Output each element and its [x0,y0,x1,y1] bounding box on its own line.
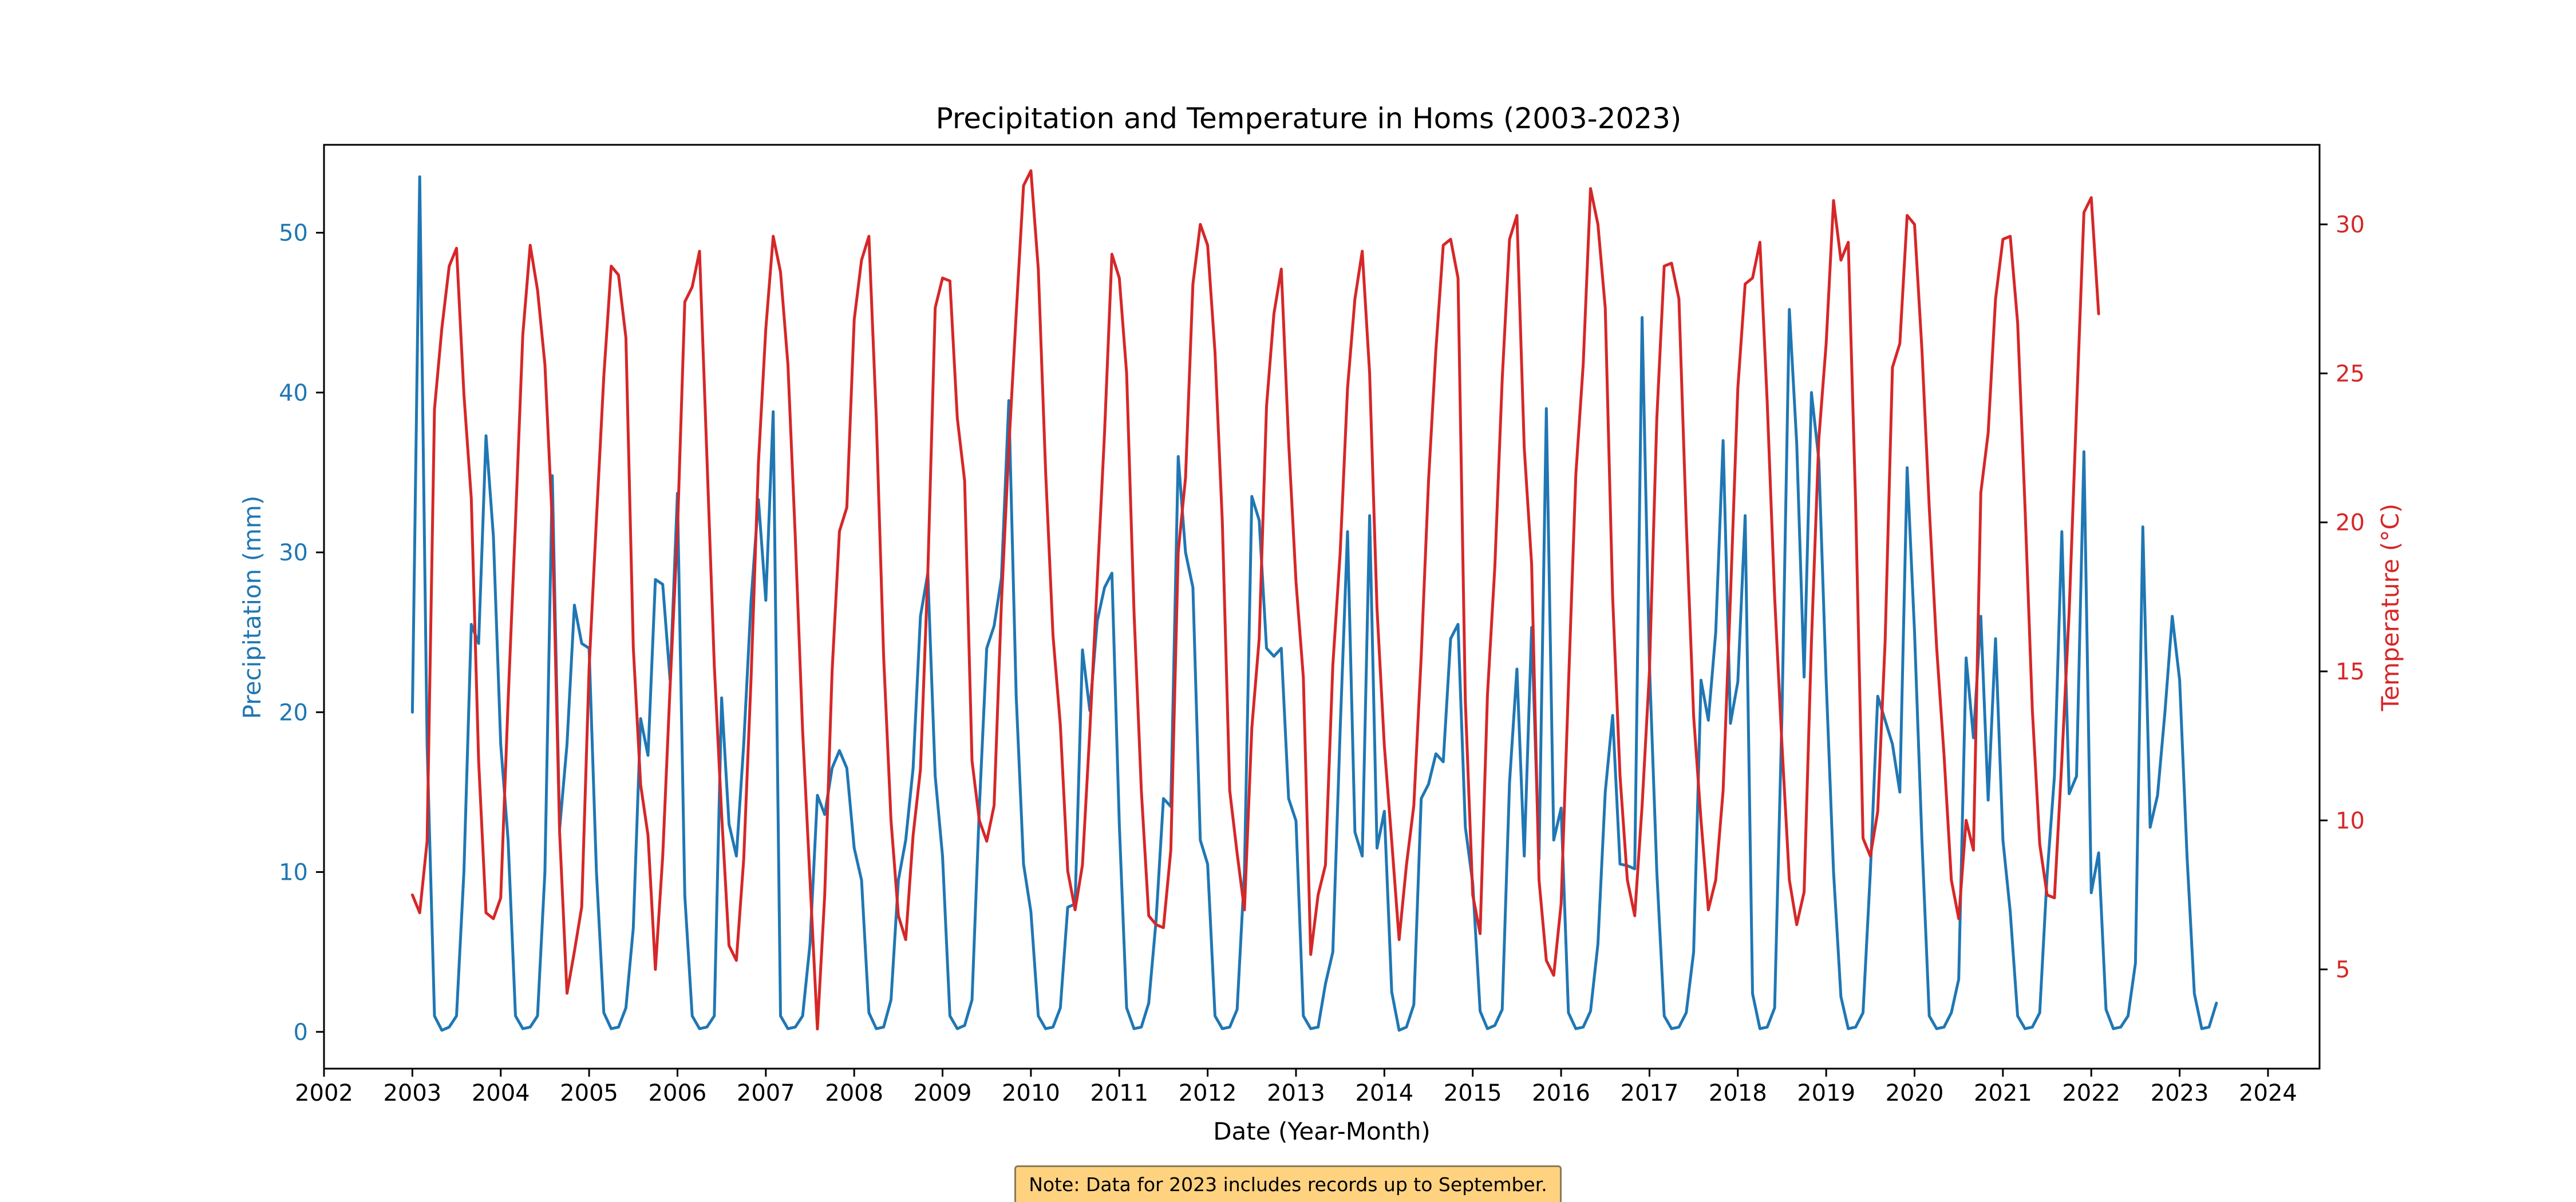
y-left-tick-label: 50 [279,220,308,247]
x-tick-label: 2017 [1621,1080,1679,1106]
x-tick-label: 2016 [1532,1080,1590,1106]
x-tick-label: 2012 [1179,1080,1237,1106]
x-tick-label: 2007 [737,1080,795,1106]
x-tick-label: 2004 [472,1080,530,1106]
x-tick-label: 2005 [560,1080,618,1106]
x-tick-label: 2002 [295,1080,353,1106]
y-left-tick-label: 0 [294,1019,308,1046]
x-tick-label: 2009 [914,1080,972,1106]
y-axis-right: 5 10 15 20 25 30 [2320,212,2365,983]
y-right-tick-label: 30 [2336,212,2365,238]
x-tick-label: 2006 [649,1080,707,1106]
x-axis: 2002 2003 2004 2005 2006 2007 2008 2009 2010 2011… [295,1069,2297,1106]
y-left-tick-label: 30 [279,540,308,566]
x-tick-label: 2018 [1709,1080,1767,1106]
y-right-tick-label: 10 [2336,808,2365,834]
y-left-tick-label: 10 [279,860,308,886]
y-axis-right-label: Temperature (°C) [2376,504,2404,712]
chart-title: Precipitation and Temperature in Homs (2… [936,102,1682,135]
x-tick-label: 2020 [1886,1080,1944,1106]
x-tick-label: 2013 [1267,1080,1325,1106]
temperature-line [410,169,2100,1031]
x-tick-label: 2010 [1002,1080,1060,1106]
y-axis-left: 0 10 20 30 40 50 [279,220,324,1046]
note-box: Note: Data for 2023 includes records up … [1014,1165,1562,1202]
plot-frame [323,144,2321,1070]
y-left-tick-label: 40 [279,380,308,406]
note-text: Note: Data for 2023 includes records up … [1029,1173,1547,1196]
y-right-tick-label: 5 [2336,957,2350,983]
x-tick-label: 2011 [1090,1080,1148,1106]
x-tick-label: 2015 [1444,1080,1502,1106]
precipitation-line [410,175,2218,1032]
x-tick-label: 2022 [2062,1080,2120,1106]
x-tick-label: 2014 [1355,1080,1413,1106]
x-tick-label: 2003 [383,1080,441,1106]
y-axis-left-label: Precipitation (mm) [238,496,266,719]
plot-area [410,169,2218,1032]
x-tick-label: 2019 [1797,1080,1855,1106]
x-tick-label: 2024 [2239,1080,2297,1106]
y-right-tick-label: 25 [2336,361,2365,387]
y-right-tick-label: 15 [2336,659,2365,685]
x-tick-label: 2021 [1974,1080,2032,1106]
y-right-tick-label: 20 [2336,510,2365,536]
x-tick-label: 2023 [2151,1080,2209,1106]
x-axis-label: Date (Year-Month) [1213,1117,1431,1145]
x-tick-label: 2008 [825,1080,883,1106]
y-left-tick-label: 20 [279,699,308,726]
